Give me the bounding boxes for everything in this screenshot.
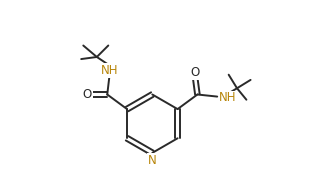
Text: O: O: [191, 66, 200, 79]
Text: NH: NH: [219, 91, 237, 104]
Text: N: N: [148, 154, 157, 167]
Text: O: O: [83, 88, 92, 101]
Text: NH: NH: [100, 64, 118, 77]
